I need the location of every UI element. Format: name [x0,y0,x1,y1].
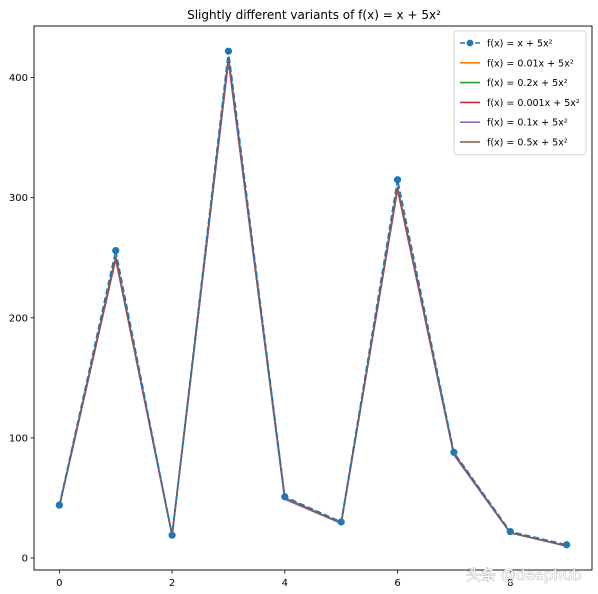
x-tick-label: 8 [507,578,513,589]
x-tick-label: 2 [169,578,175,589]
legend-item: f(x) = 0.1x + 5x² [460,118,568,129]
data-point [450,448,458,456]
legend-item: f(x) = 0.01x + 5x² [460,58,574,69]
x-tick-label: 6 [394,578,400,589]
legend-item: f(x) = x + 5x² [460,39,553,50]
data-point [393,176,402,184]
legend-marker [466,39,474,47]
data-point [55,501,63,509]
legend-item: f(x) = 0.2x + 5x² [460,78,568,89]
legend-box [453,30,587,156]
legend-item: f(x) = 0.001x + 5x² [460,98,580,109]
x-tick-label: 4 [282,578,288,589]
data-point [281,493,289,501]
data-point [337,518,345,526]
legend-label: f(x) = 0.01x + 5x² [487,58,574,69]
legend-label: f(x) = 0.2x + 5x² [487,78,568,89]
watermark-text: 头条 @deephub [466,566,582,584]
series-layer [55,47,571,549]
data-point [563,541,571,549]
legend-label: f(x) = x + 5x² [487,39,553,50]
data-point [506,527,514,536]
chart-title: Slightly different variants of f(x) = x … [187,8,441,22]
y-tick-label: 400 [9,73,28,84]
legend-item: f(x) = 0.5x + 5x² [460,138,568,149]
plot-area-frame [33,25,593,571]
legend-label: f(x) = 0.1x + 5x² [487,118,568,129]
legend-label: f(x) = 0.001x + 5x² [487,98,580,109]
data-point [168,531,176,539]
series-line [58,50,567,546]
legend: f(x) = x + 5x² f(x) = 0.01x + 5x² f(x) = 0… [453,30,587,156]
y-tick-label: 200 [9,313,28,324]
x-axis: 0 2 4 6 8 [56,570,513,589]
y-tick-label: 300 [9,193,28,204]
y-tick-label: 0 [22,553,28,564]
x-tick-label: 0 [56,578,62,589]
series-0 [55,47,571,549]
data-point [224,47,233,55]
legend-label: f(x) = 0.5x + 5x² [487,138,568,149]
y-axis: 0 100 200 300 400 [9,73,34,564]
data-point [112,246,120,255]
y-tick-label: 100 [9,433,28,444]
